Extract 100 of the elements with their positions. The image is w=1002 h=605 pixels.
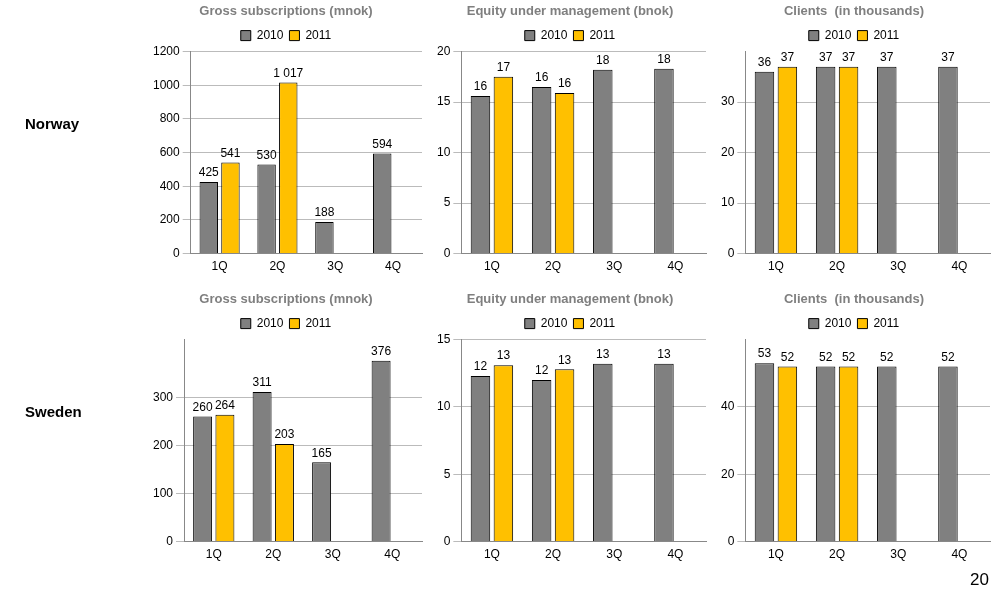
y-tick-label: 5 xyxy=(443,466,451,481)
legend-label: 2011 xyxy=(589,315,616,330)
data-label: 16 xyxy=(557,76,572,91)
data-label: 1 017 xyxy=(273,65,304,80)
x-tick-label: 2Q xyxy=(545,547,562,562)
x-tick-label: 2Q xyxy=(829,259,846,274)
data-label: 17 xyxy=(496,60,511,75)
y-tick-label: 0 xyxy=(727,245,735,260)
x-tick-label: 1Q xyxy=(211,259,228,274)
data-label: 53 xyxy=(757,346,772,361)
y-tick-label: 300 xyxy=(152,389,174,404)
x-tick-label: 3Q xyxy=(890,547,907,562)
y-tick-label: 0 xyxy=(173,245,181,260)
x-tick-label: 1Q xyxy=(483,259,500,274)
legend-label: 2010 xyxy=(256,27,284,42)
data-label: 203 xyxy=(274,427,295,442)
y-tick-label: 400 xyxy=(159,178,181,193)
y-tick-label: 15 xyxy=(436,94,451,109)
legend-label: 2011 xyxy=(873,315,900,330)
y-tick-label: 15 xyxy=(436,331,451,346)
data-label: 37 xyxy=(841,50,856,65)
data-label: 13 xyxy=(596,347,610,362)
y-tick-label: 0 xyxy=(166,533,174,548)
x-tick-label: 2Q xyxy=(545,259,562,274)
data-label: 530 xyxy=(256,147,277,162)
x-tick-label: 3Q xyxy=(327,259,344,274)
y-tick-label: 20 xyxy=(436,43,451,58)
x-tick-label: 1Q xyxy=(483,547,500,562)
data-label: 18 xyxy=(596,53,610,68)
x-tick-label: 4Q xyxy=(951,259,968,274)
y-tick-label: 1200 xyxy=(152,43,181,58)
y-tick-label: 0 xyxy=(727,533,735,548)
legend-label: 2010 xyxy=(540,315,568,330)
y-tick-label: 0 xyxy=(443,245,451,260)
data-label: 52 xyxy=(780,349,795,364)
y-tick-label: 10 xyxy=(720,195,735,210)
x-tick-label: 2Q xyxy=(265,547,282,562)
x-tick-label: 3Q xyxy=(606,259,623,274)
data-label: 18 xyxy=(657,52,671,67)
data-label: 37 xyxy=(780,50,795,65)
y-tick-label: 10 xyxy=(436,144,451,159)
y-tick-label: 30 xyxy=(720,94,735,109)
x-tick-label: 1Q xyxy=(205,547,222,562)
y-tick-label: 200 xyxy=(159,212,181,227)
data-label: 264 xyxy=(214,397,236,412)
data-label: 16 xyxy=(534,70,549,85)
y-tick-label: 20 xyxy=(720,466,735,481)
data-label: 425 xyxy=(198,165,220,180)
data-label: 12 xyxy=(473,359,488,374)
data-label: 376 xyxy=(371,344,392,359)
x-tick-label: 4Q xyxy=(667,547,684,562)
y-tick-label: 40 xyxy=(720,399,735,414)
data-label: 37 xyxy=(818,50,833,65)
chart-title: Clients (in thousands) xyxy=(783,291,925,307)
data-label: 52 xyxy=(941,349,955,364)
y-tick-label: 1000 xyxy=(152,77,181,92)
data-label: 541 xyxy=(220,145,241,160)
x-tick-label: 3Q xyxy=(890,259,907,274)
y-tick-label: 800 xyxy=(159,111,181,126)
data-label: 260 xyxy=(192,399,213,414)
data-label: 12 xyxy=(534,363,549,378)
legend-label: 2010 xyxy=(824,27,852,42)
x-tick-label: 2Q xyxy=(829,547,846,562)
data-label: 188 xyxy=(314,205,335,220)
y-tick-label: 100 xyxy=(152,485,174,500)
chart-title: Equity under management (bnok) xyxy=(466,291,674,307)
data-label: 165 xyxy=(311,445,332,460)
data-label: 52 xyxy=(880,349,894,364)
data-label: 37 xyxy=(880,50,894,65)
x-tick-label: 1Q xyxy=(767,547,784,562)
x-tick-label: 4Q xyxy=(385,259,402,274)
legend-label: 2010 xyxy=(824,315,852,330)
legend-label: 2010 xyxy=(256,315,284,330)
chart-title: Equity under management (bnok) xyxy=(466,3,674,19)
legend-label: 2011 xyxy=(873,27,900,42)
text: 20 xyxy=(970,570,989,590)
data-label: 36 xyxy=(757,55,772,70)
data-label: 311 xyxy=(252,375,272,390)
y-tick-label: 20 xyxy=(720,144,735,159)
chart-title: Gross subscriptions (mnok) xyxy=(199,3,373,19)
y-tick-label: 0 xyxy=(443,533,451,548)
data-label: 13 xyxy=(496,348,511,363)
data-label: 16 xyxy=(473,79,488,94)
x-tick-label: 3Q xyxy=(324,547,341,562)
text: Sweden xyxy=(25,403,82,420)
x-tick-label: 4Q xyxy=(384,547,401,562)
data-label: 13 xyxy=(557,352,572,367)
y-tick-label: 10 xyxy=(436,399,451,414)
text: Norway xyxy=(25,115,80,132)
x-tick-label: 1Q xyxy=(767,259,784,274)
legend-label: 2011 xyxy=(305,27,332,42)
data-label: 52 xyxy=(818,349,833,364)
data-label: 594 xyxy=(372,136,393,151)
x-tick-label: 4Q xyxy=(667,259,684,274)
x-tick-label: 3Q xyxy=(606,547,623,562)
y-tick-label: 5 xyxy=(443,195,451,210)
legend-label: 2011 xyxy=(305,315,332,330)
chart-title: Clients (in thousands) xyxy=(783,3,925,19)
legend-label: 2010 xyxy=(540,27,568,42)
y-tick-label: 200 xyxy=(152,437,174,452)
